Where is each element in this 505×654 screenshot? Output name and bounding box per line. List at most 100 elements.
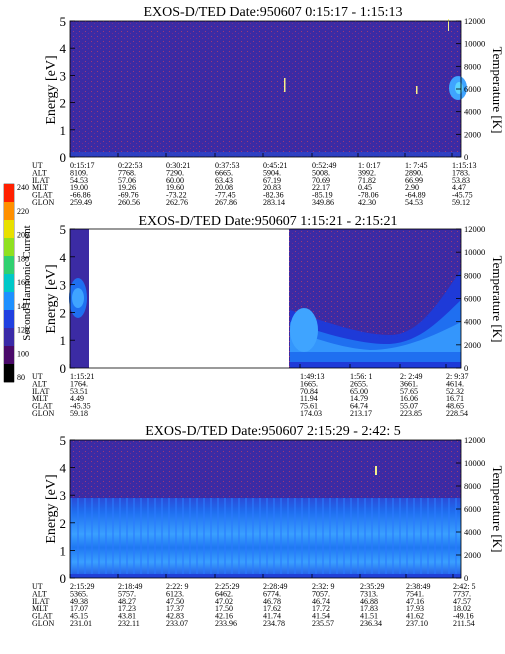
panel-1-ylabel: Energy [eV]: [44, 55, 59, 124]
y-tick-label: 3: [60, 488, 67, 503]
table-cell: -77.45: [215, 191, 236, 200]
table-cell: 17.93: [406, 604, 424, 613]
y2-tick-label: 12000: [464, 16, 485, 26]
table-cell: 232.11: [118, 619, 140, 628]
table-cell: 233.96: [215, 619, 237, 628]
table-cell: 7313.: [360, 589, 378, 598]
table-cell: 41.54: [312, 612, 330, 621]
table-cell: 2:42: 5: [453, 582, 475, 591]
table-cell: 52.32: [446, 387, 464, 396]
y-tick-label: 4: [60, 250, 67, 265]
table-cell: 53.83: [452, 176, 470, 185]
table-cell: 4.49: [70, 394, 84, 403]
panel-1-y2label: Temperature [K]: [490, 47, 505, 134]
y2-tick-label: 8000: [464, 61, 481, 71]
table-cell: 60.00: [166, 176, 184, 185]
table-cell: 22.17: [312, 183, 330, 192]
y-tick-label: 4: [60, 461, 67, 476]
table-cell: -85.19: [312, 191, 333, 200]
y-tick-label: 5: [60, 222, 67, 237]
table-cell: 18.02: [453, 604, 471, 613]
table-cell: 20.83: [263, 183, 281, 192]
table-row-label: UT: [32, 372, 43, 381]
table-cell: 46.74: [312, 597, 330, 606]
table-row-label: GLAT: [32, 612, 53, 621]
colorbar-tick-label: 120: [17, 326, 29, 335]
table-cell: 17.37: [166, 604, 184, 613]
colorbar-cell: [4, 274, 14, 293]
colorbar: 240 220 200 180 160 140 120 100 80 Second Harmon…: [3, 183, 33, 383]
colorbar-cell: [4, 184, 14, 203]
y2-tick-label: 8000: [464, 481, 481, 491]
table-cell: 47.16: [406, 597, 424, 606]
table-cell: 8109.: [70, 168, 88, 177]
table-cell: 0:37:53: [215, 161, 239, 170]
colorbar-cell: [4, 256, 14, 275]
table-cell: 54.53: [405, 198, 423, 207]
table-cell: 46.78: [263, 597, 281, 606]
table-cell: 1764.: [70, 379, 88, 388]
table-cell: 17.23: [118, 604, 136, 613]
table-cell: 228.54: [446, 409, 468, 418]
table-cell: 57.06: [118, 176, 136, 185]
table-cell: -45.35: [70, 402, 91, 411]
table-cell: 237.10: [406, 619, 428, 628]
table-cell: 64.74: [350, 402, 368, 411]
table-cell: 49.38: [70, 597, 88, 606]
table-cell: 267.86: [215, 198, 237, 207]
table-cell: 66.99: [405, 176, 423, 185]
table-cell: 17.62: [263, 604, 281, 613]
table-cell: 16.71: [446, 394, 464, 403]
colorbar-cell: [4, 328, 14, 347]
table-cell: -73.22: [166, 191, 187, 200]
table-cell: 19.26: [118, 183, 136, 192]
table-cell: 42.30: [358, 198, 376, 207]
colorbar-tick-label: 220: [17, 207, 29, 216]
y2-tick-label: 2000: [464, 340, 481, 350]
colorbar-cell: [4, 220, 14, 239]
table-row-label: MLT: [32, 604, 48, 613]
table-cell: 46.88: [360, 597, 378, 606]
colorbar-tick-label: 200: [17, 231, 29, 240]
panel-1-title: EXOS-D/TED Date:950607 0:15:17 - 1:15:13: [144, 5, 403, 20]
panel-2-title: EXOS-D/TED Date:950607 1:15:21 - 2:15:21: [139, 214, 398, 229]
table-cell: 0:22:53: [118, 161, 142, 170]
table-cell: 17.72: [312, 604, 330, 613]
table-cell: 41.74: [263, 612, 281, 621]
panel-1-spectrogram: [70, 19, 467, 157]
y2-tick-label: 6000: [464, 84, 481, 94]
table-row-label: GLAT: [32, 191, 53, 200]
table-cell: 65.00: [350, 387, 368, 396]
table-cell: 2: 2:49: [400, 372, 422, 381]
y2-tick-label: 8000: [464, 270, 481, 280]
table-cell: -66.86: [70, 191, 91, 200]
panel-3-ylabel: Energy [eV]: [44, 474, 59, 543]
table-cell: 48.65: [446, 402, 464, 411]
panel-2-spectrogram: [69, 229, 461, 368]
table-cell: 67.19: [263, 176, 281, 185]
table-cell: 6462.: [215, 589, 233, 598]
table-cell: 7541.: [406, 589, 424, 598]
table-row-label: GLAT: [32, 402, 53, 411]
table-cell: 0:52:49: [312, 161, 336, 170]
table-cell: 5757.: [118, 589, 136, 598]
table-cell: 2:28:49: [263, 582, 287, 591]
table-cell: 3992.: [358, 168, 376, 177]
table-cell: 233.07: [166, 619, 188, 628]
table-cell: 5365.: [70, 589, 88, 598]
table-row-label: MLT: [32, 394, 48, 403]
y-tick-label: 0: [60, 150, 67, 165]
colorbar-tick-label: 180: [17, 254, 29, 263]
panel-3-y2label: Temperature [K]: [490, 466, 505, 553]
y2-tick-label: 6000: [464, 504, 481, 514]
table-cell: 41.51: [360, 612, 378, 621]
table-cell: 7768.: [118, 168, 136, 177]
y2-tick-label: 10000: [464, 39, 485, 49]
table-row-label: ILAT: [32, 176, 49, 185]
table-cell: 48.27: [118, 597, 136, 606]
y-tick-label: 5: [60, 14, 67, 29]
table-row-label: UT: [32, 582, 43, 591]
y-tick-label: 2: [60, 516, 67, 531]
table-row-label: ALT: [32, 168, 47, 177]
